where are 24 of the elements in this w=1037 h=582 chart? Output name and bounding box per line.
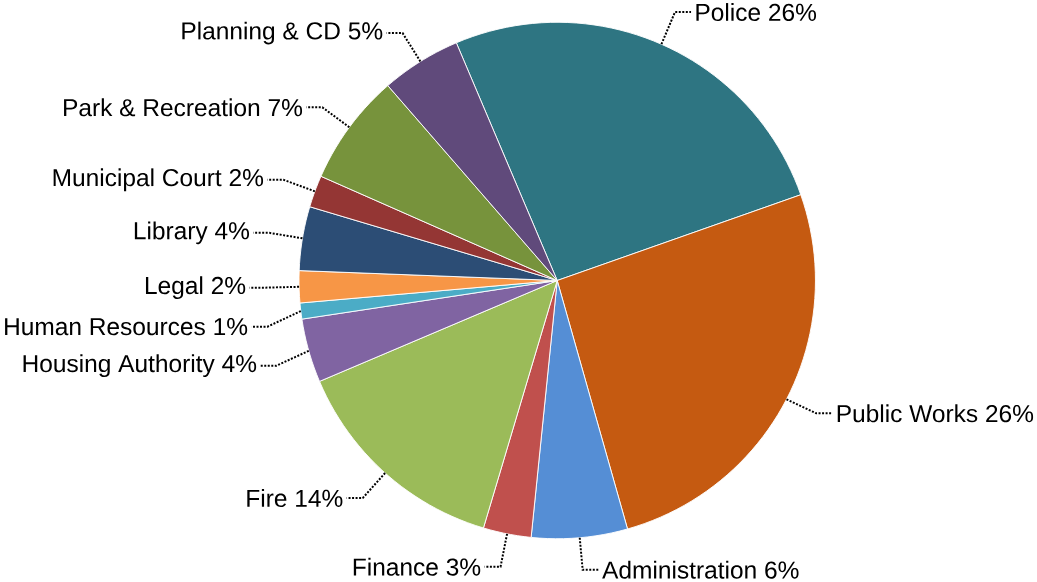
data-label: 26% xyxy=(986,405,1034,423)
slice-label: Fire xyxy=(247,489,287,508)
data-label: 26% xyxy=(769,3,817,22)
slice-label: Planning & CD xyxy=(182,21,340,45)
slice-label: Municipal Court xyxy=(53,168,222,192)
data-label: 4% xyxy=(215,222,250,240)
slice-label: Administration xyxy=(602,560,756,579)
data-label: 6% xyxy=(765,561,799,579)
slice-label: Public Works xyxy=(837,404,978,423)
data-label: 4% xyxy=(222,355,257,373)
data-label: 5% xyxy=(348,22,383,40)
data-label: 1% xyxy=(214,318,248,336)
slice-label: Library xyxy=(134,221,208,245)
data-label: 3% xyxy=(446,558,481,576)
slice-label: Legal xyxy=(145,276,203,300)
data-label: 2% xyxy=(211,276,246,295)
slice-label: Police xyxy=(696,3,760,22)
data-label: 2% xyxy=(229,169,264,187)
slice-label: Park & Recreation xyxy=(64,98,260,117)
slice-label: Housing Authority xyxy=(23,354,215,378)
slice-label: Human Resources xyxy=(5,318,205,336)
data-label: 14% xyxy=(296,489,343,508)
data-label: 7% xyxy=(268,99,303,117)
slice-label: Finance xyxy=(353,557,438,576)
